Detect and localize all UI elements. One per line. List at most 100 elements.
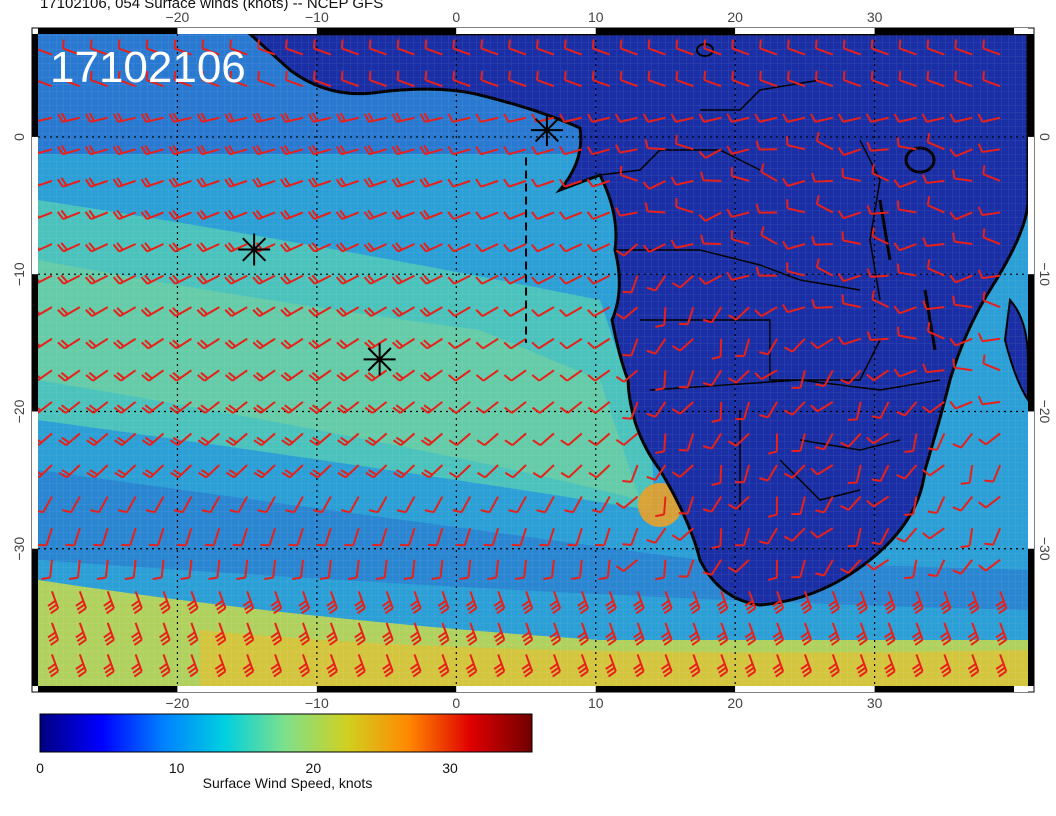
wind-barb xyxy=(952,232,973,246)
wind-barb xyxy=(113,432,137,447)
wind-barb xyxy=(85,369,109,382)
wind-barb xyxy=(363,209,387,220)
wind-barb xyxy=(759,338,778,356)
wind-barb xyxy=(605,622,617,646)
wind-barb xyxy=(186,622,199,646)
wind-barb xyxy=(196,274,220,285)
wind-barb xyxy=(508,70,527,88)
wind-barb xyxy=(655,370,667,391)
wind-barb xyxy=(364,432,388,447)
wind-barb xyxy=(419,274,443,285)
wind-barb xyxy=(307,242,332,253)
wind-barb xyxy=(671,274,695,289)
wind-barb xyxy=(335,144,359,156)
wind-barb xyxy=(893,113,917,123)
grid-texture xyxy=(38,34,1028,686)
wind-barb xyxy=(560,464,583,479)
wind-barb xyxy=(145,70,164,88)
wind-barb xyxy=(121,527,137,547)
wind-barb xyxy=(447,146,471,156)
wind-barb xyxy=(503,337,527,350)
wind-barb xyxy=(982,39,1001,56)
wind-barb xyxy=(871,464,890,483)
wind-barb xyxy=(670,176,694,186)
wind-barb xyxy=(647,70,666,88)
wind-barb xyxy=(828,622,840,646)
wind-barb xyxy=(448,432,471,447)
wind-barb xyxy=(214,590,227,615)
wind-barb xyxy=(47,622,60,646)
wind-barb xyxy=(800,622,812,646)
wind-barb xyxy=(595,527,611,547)
wind-barb xyxy=(735,338,751,358)
wind-barb xyxy=(292,559,304,581)
wind-barb xyxy=(784,338,806,353)
wind-barb xyxy=(280,242,304,253)
wind-barb xyxy=(984,527,1002,546)
wind-barb xyxy=(926,259,945,277)
wind-barb xyxy=(615,369,639,383)
wind-barb xyxy=(58,464,81,479)
wind-barb xyxy=(38,432,53,446)
wind-barb xyxy=(577,654,589,678)
wind-barb xyxy=(711,464,723,486)
wind-barb xyxy=(754,306,778,318)
wind-barb xyxy=(307,209,332,220)
wind-barb xyxy=(56,209,81,220)
lon-tick-label: 10 xyxy=(588,9,604,25)
wind-barb xyxy=(419,177,443,188)
wind-barb xyxy=(145,496,165,514)
wind-barb xyxy=(307,177,332,188)
wind-barb xyxy=(559,306,583,317)
wind-barb xyxy=(85,112,108,123)
wind-barb xyxy=(716,622,729,646)
wind-barb xyxy=(698,148,722,159)
wind-barb xyxy=(340,70,360,88)
wind-barb xyxy=(622,338,639,357)
wind-barb xyxy=(977,113,1001,123)
wind-barb xyxy=(503,178,527,188)
wind-barb xyxy=(168,209,192,220)
wind-barb xyxy=(772,590,785,615)
wind-barb xyxy=(308,369,332,382)
wind-barb xyxy=(112,209,136,220)
wind-barb xyxy=(558,243,583,253)
wind-barb xyxy=(38,243,53,252)
wind-barb xyxy=(786,39,806,56)
wind-barb xyxy=(871,227,889,245)
wind-barb xyxy=(588,464,611,479)
wind-barb xyxy=(559,113,583,123)
wind-barb xyxy=(391,337,416,350)
wind-barb xyxy=(504,401,527,414)
wind-barb xyxy=(57,144,81,156)
wind-barb xyxy=(702,496,723,513)
wind-barb xyxy=(447,178,471,188)
wind-barb xyxy=(922,464,945,477)
wind-barb xyxy=(866,331,889,342)
wind-barb xyxy=(866,558,890,571)
wind-barb xyxy=(954,39,973,56)
wind-barb xyxy=(124,559,137,581)
wind-barb xyxy=(767,559,779,581)
wind-barb xyxy=(644,139,666,151)
wind-barb xyxy=(927,496,946,514)
wind-barb xyxy=(503,274,527,285)
wind-barb xyxy=(242,654,255,678)
wind-barb xyxy=(176,527,193,547)
wind-barb xyxy=(622,527,639,547)
wind-barb xyxy=(503,146,527,156)
wind-barb xyxy=(280,337,304,350)
wind-barb xyxy=(727,495,750,510)
wind-barb xyxy=(242,590,255,615)
wind-barb xyxy=(870,70,889,88)
wind-barb xyxy=(711,401,723,423)
wind-barb xyxy=(893,242,917,252)
wind-barb xyxy=(197,369,220,382)
wind-barb xyxy=(288,527,304,547)
wind-barb xyxy=(113,337,137,350)
wind-barb xyxy=(837,273,861,283)
wind-barb xyxy=(503,369,527,382)
wind-barb xyxy=(75,654,87,678)
wind-barb xyxy=(354,590,366,615)
